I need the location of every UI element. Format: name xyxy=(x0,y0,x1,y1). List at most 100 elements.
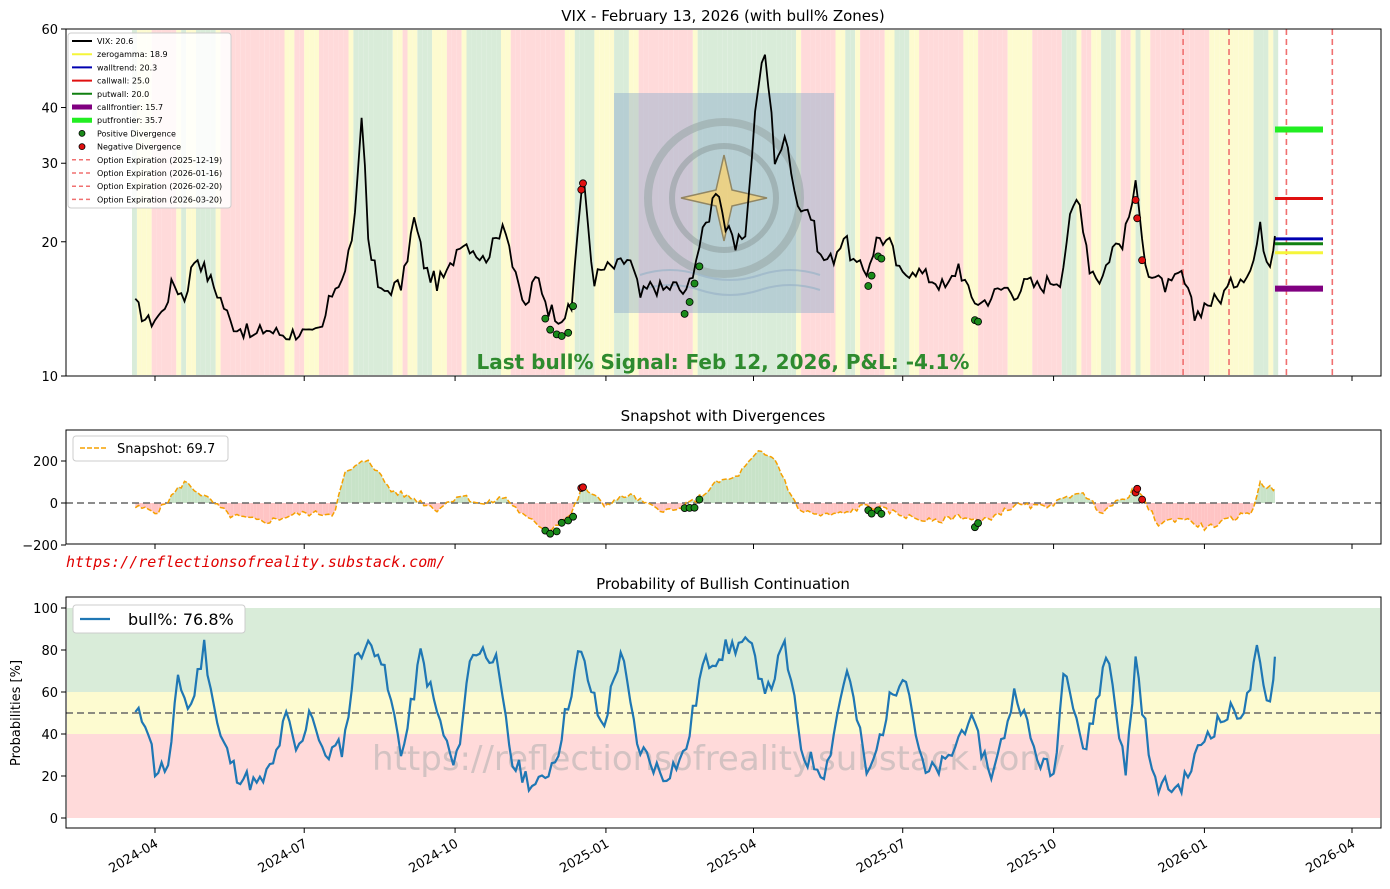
zone-band xyxy=(476,30,482,375)
snapshot-fill-segment xyxy=(935,503,939,523)
snapshot-fill-segment xyxy=(1243,503,1248,514)
probability-axes-frame xyxy=(65,596,1382,829)
zone-band xyxy=(815,30,821,375)
snapshot-fill-segment xyxy=(656,503,661,512)
snapshot-fill-segment xyxy=(742,465,746,503)
positive-divergence-dot xyxy=(877,254,886,263)
snapshot-fill-segment xyxy=(355,463,359,503)
snapshot-fill-segment xyxy=(364,460,369,503)
snapshot-fill-segment xyxy=(282,503,287,519)
snapshot-fill-segment xyxy=(243,503,247,518)
snapshot-fill-segment xyxy=(1102,503,1107,514)
zone-band xyxy=(1086,30,1092,375)
snapshot-fill-segment xyxy=(391,490,395,503)
zone-band xyxy=(633,30,639,375)
snapshot-fill-segment xyxy=(568,503,572,517)
zone-band xyxy=(884,30,890,375)
snapshot-fill-segment xyxy=(896,503,900,516)
snapshot-fill-segment xyxy=(850,503,854,513)
snapshot-fill-segment xyxy=(187,482,192,503)
zone-band xyxy=(958,30,964,375)
snapshot-fill-segment xyxy=(630,494,634,503)
snapshot-fill-segment xyxy=(151,503,155,514)
zone-band xyxy=(663,30,669,375)
snapshot-divergence-markers xyxy=(541,483,1146,538)
snapshot-fill-segment xyxy=(1207,503,1211,527)
snapshot-fill-segment xyxy=(256,503,260,520)
snapshot-panel: 200 0 −200 Snapshot with Divergences Snaps… xyxy=(22,407,1382,554)
snapshot-fill-segment xyxy=(302,503,306,513)
snapshot-fill-segment xyxy=(1227,503,1231,519)
snapshot-fill-segment xyxy=(945,503,949,517)
snapshot-fill-segment xyxy=(548,503,552,532)
snapshot-fill-segment xyxy=(1079,492,1084,503)
snapshot-fill-segment xyxy=(715,480,720,503)
probability-x-ticks: 2024-04 2024-07 2024-10 2025-01 2025-04 2025-… xyxy=(106,828,1358,877)
zone-band xyxy=(810,30,816,375)
snapshot-fill-segment xyxy=(236,503,241,517)
zone-band xyxy=(599,30,605,375)
probability-y-label: Probabilities [%] xyxy=(9,660,24,766)
zone-band xyxy=(619,30,624,375)
snapshot-fill-segment xyxy=(932,503,936,521)
probability-legend-label: bull%: 76.8% xyxy=(128,610,234,629)
snapshot-fill-segment xyxy=(358,461,362,503)
snapshot-fill-segment xyxy=(155,503,159,514)
snapshot-fill-segment xyxy=(325,503,329,515)
snapshot-fill-segment xyxy=(184,481,188,503)
snapshot-fill xyxy=(135,450,1275,532)
snapshot-fill-segment xyxy=(833,503,838,514)
zone-band xyxy=(968,30,974,375)
zone-band xyxy=(1061,30,1067,375)
snapshot-legend: Snapshot: 69.7 xyxy=(72,435,229,462)
snapshot-fill-segment xyxy=(787,490,792,503)
zone-band xyxy=(1160,30,1166,375)
snapshot-fill-segment xyxy=(623,497,628,503)
zone-band xyxy=(850,30,856,375)
zone-band xyxy=(343,30,349,375)
zone-band xyxy=(1101,30,1106,375)
snapshot-fill-segment xyxy=(1273,488,1275,503)
snapshot-fill-segment xyxy=(820,503,825,516)
zone-band xyxy=(269,30,275,375)
zone-band xyxy=(1179,30,1185,375)
positive-divergence-dot xyxy=(552,527,561,536)
snapshot-fill-segment xyxy=(1073,493,1077,503)
zone-band xyxy=(358,30,364,375)
zone-band xyxy=(638,30,644,375)
snapshot-fill-segment xyxy=(817,503,821,516)
snapshot-fill-segment xyxy=(561,503,565,523)
snapshot-fill-segment xyxy=(194,490,198,503)
zone-band xyxy=(997,30,1003,375)
zone-band xyxy=(417,30,423,375)
vix-legend-label: Negative Divergence xyxy=(97,143,181,152)
snapshot-fill-segment xyxy=(1060,498,1064,503)
snapshot-fill-segment xyxy=(948,503,952,520)
zone-band xyxy=(230,30,236,375)
zone-band xyxy=(658,30,664,375)
snapshot-fill-segment xyxy=(227,503,231,518)
zone-band xyxy=(1248,30,1254,375)
snapshot-fill-segment xyxy=(1210,503,1215,528)
zone-band xyxy=(983,30,988,375)
x-tick-label: 2025-07 xyxy=(854,836,909,876)
zone-band xyxy=(1150,30,1156,375)
zone-band xyxy=(451,30,457,375)
x-tick-label: 2026-01 xyxy=(1156,836,1211,876)
zone-band xyxy=(579,30,585,375)
zone-band xyxy=(299,30,305,375)
snapshot-fill-segment xyxy=(1256,481,1261,503)
snapshot-fill-segment xyxy=(525,503,529,519)
zone-band xyxy=(1022,30,1028,375)
snapshot-fill-segment xyxy=(289,503,293,517)
snapshot-fill-segment xyxy=(771,457,775,503)
snapshot-fill-segment xyxy=(797,503,802,511)
bull-probability-line xyxy=(134,635,1276,798)
snapshot-fill-segment xyxy=(1010,503,1015,510)
snapshot-fill-segment xyxy=(220,503,224,509)
zone-band xyxy=(786,30,792,375)
snapshot-fill-segment xyxy=(535,503,539,527)
snapshot-fill-segment xyxy=(1043,503,1048,508)
positive-divergence-dot xyxy=(690,279,699,288)
